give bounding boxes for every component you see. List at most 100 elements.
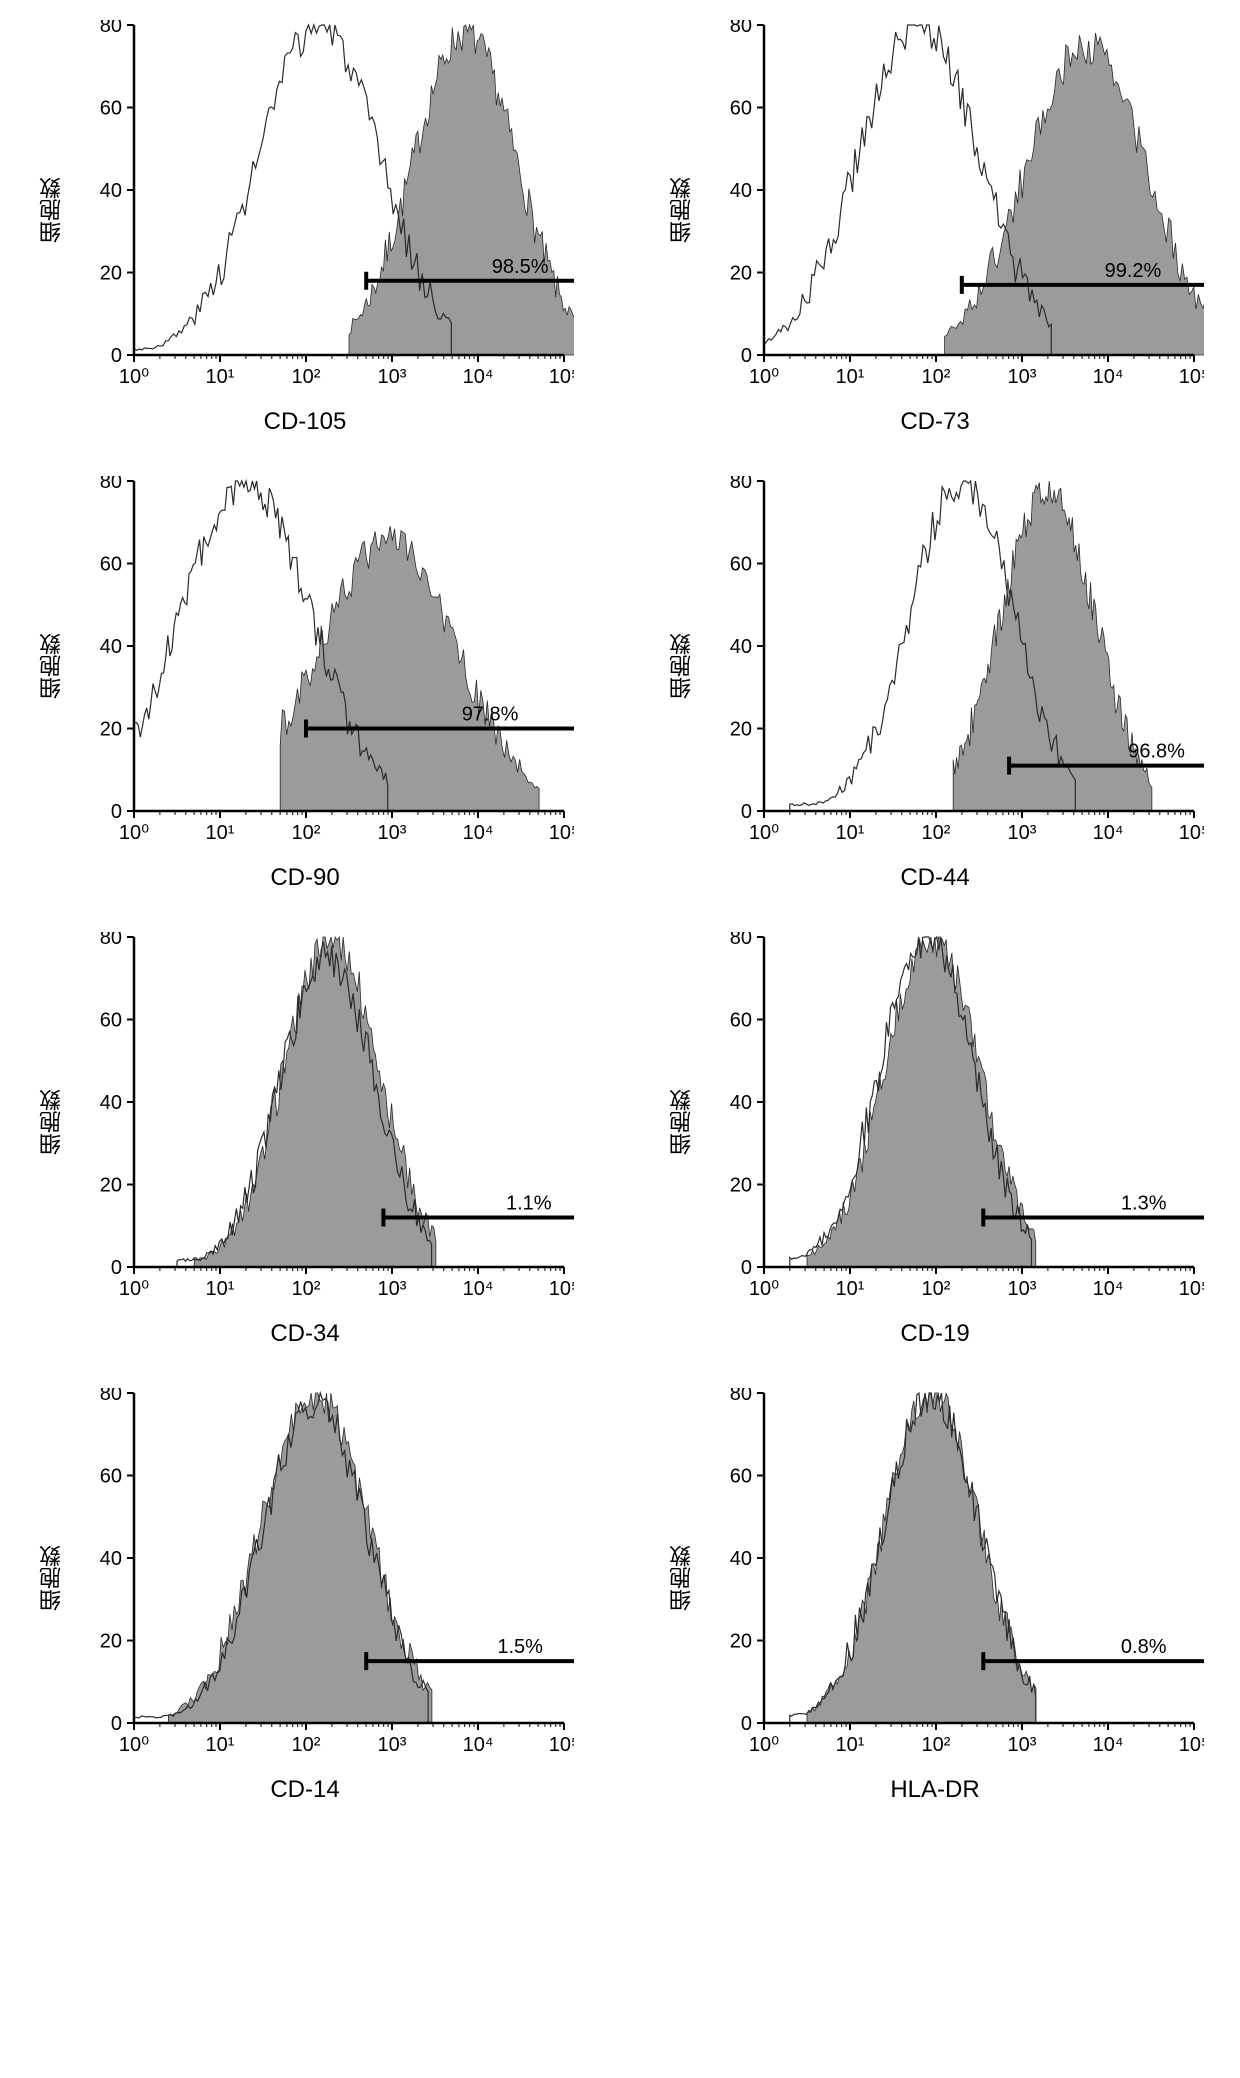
histogram-CD-90: 97.8%02040608010⁰10¹10²10³10⁴10⁵ xyxy=(74,476,574,856)
gate-percent: 98.5% xyxy=(492,256,549,278)
svg-text:20: 20 xyxy=(730,719,752,741)
svg-text:10⁵: 10⁵ xyxy=(549,1734,574,1756)
svg-text:20: 20 xyxy=(100,1175,122,1197)
y-axis-label: 细胞数 xyxy=(666,1545,698,1611)
gate-percent: 1.5% xyxy=(497,1636,543,1658)
y-axis-label: 细胞数 xyxy=(36,1089,68,1155)
svg-text:10¹: 10¹ xyxy=(206,366,235,388)
svg-text:10²: 10² xyxy=(292,366,321,388)
svg-text:20: 20 xyxy=(730,263,752,285)
svg-text:10⁰: 10⁰ xyxy=(119,1278,149,1300)
svg-text:60: 60 xyxy=(730,1010,752,1032)
svg-text:10⁵: 10⁵ xyxy=(549,366,574,388)
svg-text:10³: 10³ xyxy=(378,1734,407,1756)
x-axis-label: CD-73 xyxy=(900,408,969,436)
svg-text:10⁵: 10⁵ xyxy=(549,1278,574,1300)
histogram-CD-73: 99.2%02040608010⁰10¹10²10³10⁴10⁵ xyxy=(704,20,1204,400)
svg-text:10¹: 10¹ xyxy=(836,822,865,844)
svg-text:10³: 10³ xyxy=(1008,822,1037,844)
svg-text:60: 60 xyxy=(100,554,122,576)
y-axis-label: 细胞数 xyxy=(666,1089,698,1155)
svg-text:80: 80 xyxy=(730,476,752,493)
gate-percent: 97.8% xyxy=(462,704,519,726)
svg-text:10⁵: 10⁵ xyxy=(549,822,574,844)
svg-text:80: 80 xyxy=(100,476,122,493)
svg-text:20: 20 xyxy=(100,263,122,285)
svg-text:10⁰: 10⁰ xyxy=(119,1734,149,1756)
histogram-CD-19: 1.3%02040608010⁰10¹10²10³10⁴10⁵ xyxy=(704,932,1204,1312)
svg-text:40: 40 xyxy=(100,636,122,658)
x-axis-label: CD-34 xyxy=(270,1320,339,1348)
svg-text:10²: 10² xyxy=(922,366,951,388)
svg-text:10⁴: 10⁴ xyxy=(1093,1734,1124,1756)
panel-CD-44: 细胞数 96.8%02040608010⁰10¹10²10³10⁴10⁵ CD-… xyxy=(650,476,1220,892)
svg-text:10⁴: 10⁴ xyxy=(463,822,494,844)
gate-percent: 1.3% xyxy=(1121,1193,1167,1215)
svg-text:10⁰: 10⁰ xyxy=(749,1734,779,1756)
svg-text:10⁰: 10⁰ xyxy=(119,822,149,844)
svg-text:0: 0 xyxy=(111,1713,122,1735)
x-axis-label: CD-19 xyxy=(900,1320,969,1348)
svg-text:10⁴: 10⁴ xyxy=(463,1734,494,1756)
svg-text:10⁰: 10⁰ xyxy=(749,1278,779,1300)
svg-text:60: 60 xyxy=(730,554,752,576)
svg-text:40: 40 xyxy=(730,1092,752,1114)
svg-text:10⁴: 10⁴ xyxy=(463,366,494,388)
y-axis-label: 细胞数 xyxy=(36,633,68,699)
svg-text:10⁵: 10⁵ xyxy=(1179,366,1204,388)
svg-text:40: 40 xyxy=(100,1092,122,1114)
svg-text:40: 40 xyxy=(100,180,122,202)
svg-text:0: 0 xyxy=(111,801,122,823)
svg-text:10³: 10³ xyxy=(1008,1278,1037,1300)
svg-text:10²: 10² xyxy=(292,822,321,844)
panel-CD-19: 细胞数 1.3%02040608010⁰10¹10²10³10⁴10⁵ CD-1… xyxy=(650,932,1220,1348)
svg-text:20: 20 xyxy=(100,719,122,741)
svg-text:60: 60 xyxy=(730,98,752,120)
x-axis-label: CD-14 xyxy=(270,1776,339,1804)
svg-text:80: 80 xyxy=(100,1388,122,1405)
svg-text:10⁵: 10⁵ xyxy=(1179,1734,1204,1756)
svg-text:10⁵: 10⁵ xyxy=(1179,1278,1204,1300)
svg-text:80: 80 xyxy=(100,932,122,949)
x-axis-label: CD-44 xyxy=(900,864,969,892)
svg-text:60: 60 xyxy=(100,98,122,120)
svg-text:40: 40 xyxy=(730,180,752,202)
svg-text:0: 0 xyxy=(741,1713,752,1735)
svg-text:10⁰: 10⁰ xyxy=(749,366,779,388)
svg-text:60: 60 xyxy=(730,1466,752,1488)
x-axis-label: CD-90 xyxy=(270,864,339,892)
svg-text:80: 80 xyxy=(100,20,122,37)
svg-text:0: 0 xyxy=(741,345,752,367)
svg-text:60: 60 xyxy=(100,1466,122,1488)
svg-text:10⁰: 10⁰ xyxy=(119,366,149,388)
svg-text:10²: 10² xyxy=(922,1734,951,1756)
svg-text:10¹: 10¹ xyxy=(206,1734,235,1756)
y-axis-label: 细胞数 xyxy=(666,177,698,243)
svg-text:10⁵: 10⁵ xyxy=(1179,822,1204,844)
svg-text:10⁰: 10⁰ xyxy=(749,822,779,844)
histogram-CD-34: 1.1%02040608010⁰10¹10²10³10⁴10⁵ xyxy=(74,932,574,1312)
panel-CD-34: 细胞数 1.1%02040608010⁰10¹10²10³10⁴10⁵ CD-3… xyxy=(20,932,590,1348)
svg-text:0: 0 xyxy=(111,345,122,367)
svg-text:10¹: 10¹ xyxy=(836,1734,865,1756)
histogram-CD-14: 1.5%02040608010⁰10¹10²10³10⁴10⁵ xyxy=(74,1388,574,1768)
y-axis-label: 细胞数 xyxy=(36,177,68,243)
svg-text:10³: 10³ xyxy=(1008,1734,1037,1756)
svg-text:0: 0 xyxy=(111,1257,122,1279)
svg-text:10²: 10² xyxy=(922,1278,951,1300)
svg-text:10³: 10³ xyxy=(378,366,407,388)
svg-text:20: 20 xyxy=(730,1631,752,1653)
svg-text:40: 40 xyxy=(730,1548,752,1570)
gate-percent: 96.8% xyxy=(1128,741,1185,763)
y-axis-label: 细胞数 xyxy=(36,1545,68,1611)
gate-percent: 99.2% xyxy=(1105,260,1162,282)
svg-text:0: 0 xyxy=(741,801,752,823)
svg-text:10¹: 10¹ xyxy=(206,1278,235,1300)
svg-text:10¹: 10¹ xyxy=(836,1278,865,1300)
svg-text:10⁴: 10⁴ xyxy=(1093,1278,1124,1300)
histogram-CD-44: 96.8%02040608010⁰10¹10²10³10⁴10⁵ xyxy=(704,476,1204,856)
gate-percent: 0.8% xyxy=(1121,1636,1167,1658)
svg-text:10⁴: 10⁴ xyxy=(1093,822,1124,844)
histogram-HLA-DR: 0.8%02040608010⁰10¹10²10³10⁴10⁵ xyxy=(704,1388,1204,1768)
x-axis-label: HLA-DR xyxy=(890,1776,979,1804)
